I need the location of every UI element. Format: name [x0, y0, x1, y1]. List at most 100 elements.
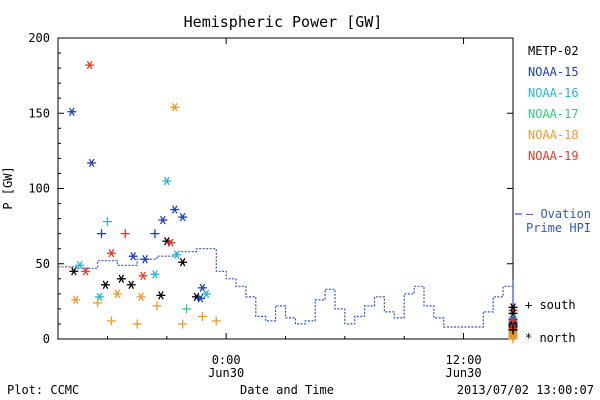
data-point-metp-02-north	[126, 280, 136, 290]
data-point-metp-02-north	[178, 258, 188, 267]
ovation-prime-hpi-line	[58, 248, 514, 329]
legend-item-metp-02: METP-02	[528, 44, 579, 58]
star-stroke	[199, 283, 206, 293]
x-axis-label: Date and Time	[240, 383, 334, 397]
x-tick-label: 0:00	[212, 353, 241, 367]
y-tick-label: 50	[36, 257, 50, 271]
data-point-noaa-15-north	[67, 107, 77, 116]
data-point-metp-02-south	[508, 325, 518, 335]
star-stroke	[197, 294, 204, 303]
legend-item-noaa-17: NOAA-17	[528, 107, 579, 121]
star-stroke	[69, 107, 75, 116]
star-stroke	[140, 271, 146, 281]
data-point-noaa-18-north	[170, 103, 180, 112]
data-point-noaa-15-north	[197, 283, 207, 293]
star-stroke	[179, 212, 186, 222]
star-stroke	[102, 280, 109, 290]
star-stroke	[138, 292, 144, 302]
star-stroke	[114, 289, 121, 299]
data-point-noaa-18-south	[106, 316, 116, 326]
data-point-noaa-15-north	[158, 215, 168, 225]
legend-item-noaa-19: NOAA-19	[528, 149, 579, 163]
star-stroke	[160, 215, 166, 225]
data-point-noaa-16-north	[95, 292, 105, 302]
star-stroke	[171, 103, 178, 112]
star-stroke	[163, 236, 170, 246]
data-point-noaa-19-south	[120, 229, 130, 239]
star-stroke	[76, 261, 83, 270]
star-stroke	[179, 258, 186, 267]
satellite-points	[67, 60, 518, 344]
data-point-noaa-15-north	[195, 294, 205, 303]
data-point-noaa-19-north	[85, 60, 95, 70]
star-stroke	[82, 267, 89, 276]
data-point-noaa-19-north	[166, 238, 176, 247]
y-tick-label: 0	[43, 332, 50, 346]
plot-frame	[57, 37, 514, 340]
data-point-noaa-15-north	[140, 255, 150, 264]
data-point-metp-02-north	[100, 280, 110, 290]
star-stroke	[118, 274, 125, 284]
star-stroke	[163, 176, 170, 186]
star-stroke	[193, 292, 200, 302]
footer-plot-credit: Plot: CCMC	[7, 383, 79, 397]
data-point-noaa-18-south	[211, 316, 221, 326]
star-stroke	[88, 158, 95, 168]
legend: METP-02 NOAA-15 NOAA-16 NOAA-17 NOAA-18 NOAA-…	[515, 44, 591, 345]
star-stroke	[158, 291, 164, 300]
data-point-noaa-16-south	[102, 217, 112, 227]
data-point-noaa-16-north	[201, 289, 211, 299]
legend-south-marker: + south	[525, 298, 576, 312]
data-point-noaa-16-north	[150, 270, 160, 279]
data-point-noaa-15-north	[170, 205, 180, 214]
star-stroke	[152, 270, 158, 279]
star-stroke	[167, 238, 174, 247]
data-point-noaa-15-south	[97, 229, 107, 239]
star-stroke	[108, 248, 115, 258]
data-point-noaa-15-north	[87, 158, 97, 168]
data-point-noaa-19-north	[138, 271, 148, 281]
data-point-noaa-15-south	[150, 229, 160, 239]
data-point-noaa-18-north	[112, 289, 122, 299]
data-point-noaa-18-south	[197, 311, 207, 321]
data-point-noaa-16-north	[162, 176, 172, 186]
star-stroke	[173, 250, 180, 259]
data-point-noaa-18-north	[71, 295, 81, 305]
y-tick-label: 150	[28, 106, 50, 120]
legend-ovation-label: — Ovation	[526, 207, 591, 221]
x-tick-sublabel: Jun30	[208, 366, 244, 380]
data-point-noaa-16-north	[75, 261, 85, 270]
y-axis-label: P [GW]	[1, 166, 15, 209]
data-point-noaa-18-north	[136, 292, 146, 302]
star-stroke	[71, 267, 77, 276]
y-tick-label: 200	[28, 31, 50, 45]
star-stroke	[86, 60, 93, 70]
star-stroke	[142, 255, 148, 264]
legend-item-noaa-18: NOAA-18	[528, 128, 579, 142]
ovation-series	[58, 248, 514, 329]
footer-timestamp: 2013/07/02 13:00:07	[457, 383, 594, 397]
data-point-metp-02-north	[116, 274, 126, 284]
x-tick-sublabel: Jun30	[445, 366, 481, 380]
data-point-metp-02-north	[156, 291, 166, 300]
legend-item-noaa-15: NOAA-15	[528, 65, 579, 79]
x-tick-label: 12:00	[445, 353, 481, 367]
y-axis: 0 50 100 150 200	[28, 31, 513, 346]
data-point-noaa-18-south	[93, 298, 103, 308]
star-stroke	[171, 205, 178, 214]
data-point-noaa-16-north	[172, 250, 182, 259]
data-point-noaa-15-north	[128, 252, 138, 261]
data-point-noaa-19-north	[81, 267, 91, 276]
data-point-metp-02-north	[69, 267, 79, 276]
y-tick-label: 100	[28, 182, 50, 196]
data-point-noaa-18-south	[178, 319, 188, 329]
star-stroke	[72, 295, 79, 305]
legend-ovation-label-2: Prime HPI	[526, 221, 591, 235]
star-stroke	[128, 280, 135, 290]
star-stroke	[203, 289, 210, 299]
data-point-noaa-18-south	[132, 319, 142, 329]
data-point-noaa-18-south	[152, 301, 162, 311]
legend-north-marker: * north	[525, 331, 576, 345]
